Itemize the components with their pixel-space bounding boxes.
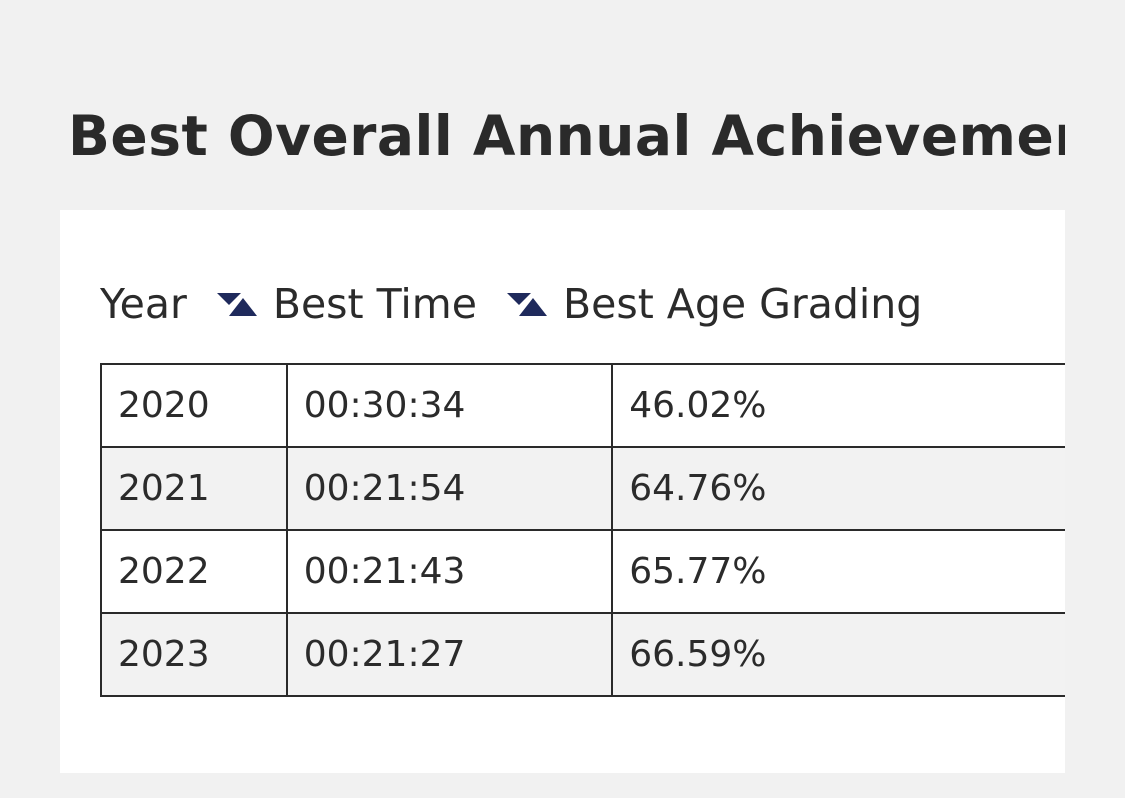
page-title: Best Overall Annual Achievements xyxy=(68,104,1065,168)
column-header-best-time[interactable]: Best Time xyxy=(273,280,563,328)
sort-triangle-icon[interactable] xyxy=(215,290,259,318)
cell-year: 2020 xyxy=(100,363,288,448)
cell-best-age-grading: 46.02% xyxy=(611,363,1065,448)
cell-year: 2023 xyxy=(100,612,288,697)
cell-year: 2021 xyxy=(100,446,288,531)
table-row: 2022 00:21:43 65.77% xyxy=(100,529,1065,614)
cell-best-age-grading: 65.77% xyxy=(611,529,1065,614)
cell-best-time: 00:30:34 xyxy=(285,363,614,448)
cell-best-age-grading: 66.59% xyxy=(611,612,1065,697)
achievements-card: Year Best Time Best Age Grading xyxy=(60,210,1065,773)
cell-best-time: 00:21:54 xyxy=(285,446,614,531)
table-row: 2020 00:30:34 46.02% xyxy=(100,363,1065,448)
cell-best-time: 00:21:43 xyxy=(285,529,614,614)
column-header-best-time-label: Best Time xyxy=(272,280,477,328)
table-header-row: Year Best Time Best Age Grading xyxy=(100,280,922,328)
table-row: 2023 00:21:27 66.59% xyxy=(100,612,1065,697)
column-header-best-age-grading[interactable]: Best Age Grading xyxy=(563,280,922,328)
column-header-year-label: Year xyxy=(100,280,187,328)
sort-triangle-icon[interactable] xyxy=(505,290,549,318)
cell-best-time: 00:21:27 xyxy=(285,612,614,697)
achievements-table: 2020 00:30:34 46.02% 2021 00:21:54 64.76… xyxy=(100,363,1065,697)
table-row: 2021 00:21:54 64.76% xyxy=(100,446,1065,531)
cell-year: 2022 xyxy=(100,529,288,614)
column-header-year[interactable]: Year xyxy=(100,280,273,328)
column-header-best-age-grading-label: Best Age Grading xyxy=(562,280,923,328)
cell-best-age-grading: 64.76% xyxy=(611,446,1065,531)
